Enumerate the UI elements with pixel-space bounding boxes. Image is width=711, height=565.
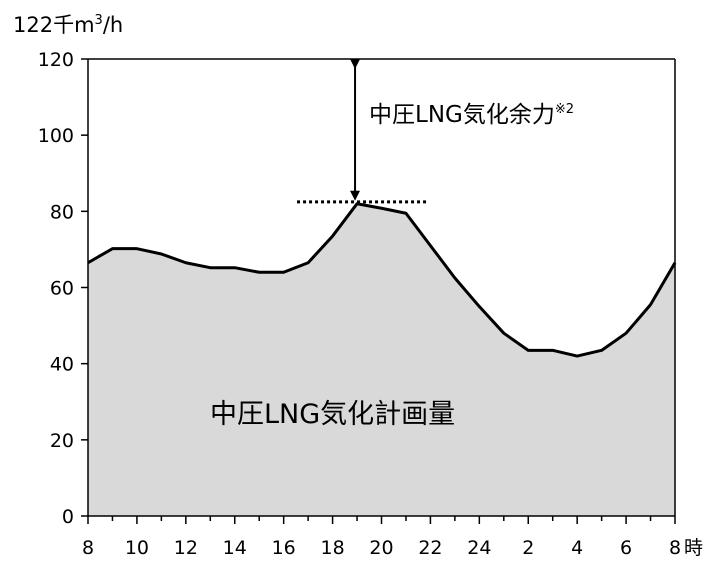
y-tick-label: 60 (50, 278, 74, 300)
x-tick-label: 22 (418, 537, 442, 559)
x-tick-label: 12 (174, 537, 198, 559)
y-axis-unit-label: 122千m3/h (13, 13, 123, 37)
x-tick-label: 8 (82, 537, 94, 559)
x-tick-label: 4 (571, 537, 583, 559)
x-tick-label: 6 (620, 537, 632, 559)
y-tick-label: 100 (38, 125, 74, 147)
x-tick-label: 24 (467, 537, 491, 559)
series-area-fill (88, 204, 675, 516)
y-unit-prefix: 122千m (13, 13, 95, 37)
x-tick-label: 20 (369, 537, 393, 559)
y-tick-label: 20 (50, 430, 74, 452)
y-unit-suffix: /h (103, 13, 123, 37)
capacity-label-text: 中圧LNG気化余力 (369, 102, 555, 128)
capacity-note: ※2 (555, 102, 574, 117)
y-tick-label: 80 (50, 201, 74, 223)
x-axis-unit-label: 時 (684, 537, 703, 559)
y-tick-label: 0 (62, 506, 74, 528)
x-tick-label: 2 (522, 537, 534, 559)
x-tick-label: 18 (320, 537, 344, 559)
y-tick-label: 40 (50, 354, 74, 376)
capacity-label: 中圧LNG気化余力※2 (369, 102, 574, 128)
x-tick-label: 10 (125, 537, 149, 559)
y-tick-label: 120 (38, 49, 74, 71)
x-tick-label: 14 (223, 537, 247, 559)
area-label: 中圧LNG気化計画量 (210, 399, 455, 430)
area-layer (88, 204, 675, 516)
y-axis-ticks: 0 20 40 60 80 100 120 (38, 49, 88, 528)
x-tick-label: 8 (669, 537, 681, 559)
x-tick-label: 16 (272, 537, 296, 559)
y-unit-superscript: 3 (95, 13, 103, 28)
